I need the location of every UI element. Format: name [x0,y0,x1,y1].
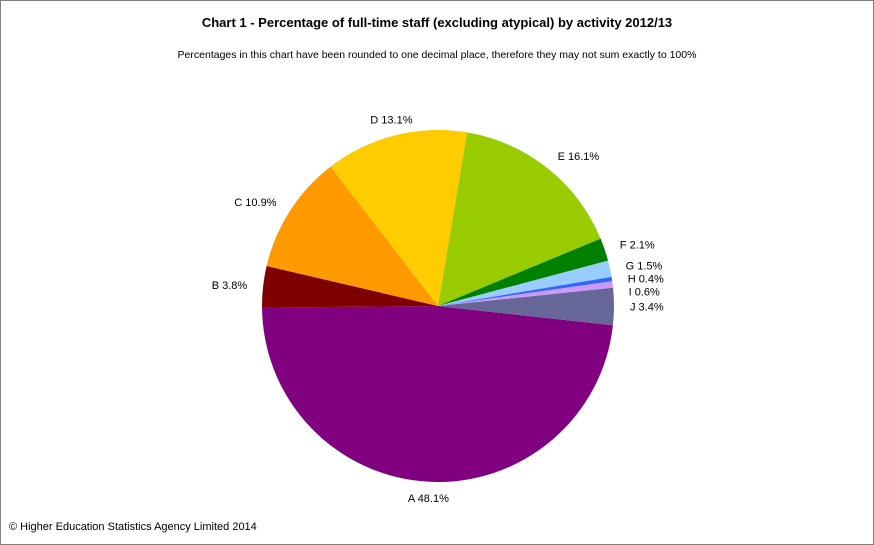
slice-label-h: H 0.4% [628,273,664,285]
chart-subtitle: Percentages in this chart have been roun… [177,49,697,61]
slice-label-c: C 10.9% [234,197,276,209]
pie-slice-e [438,132,601,306]
slice-label-j: J 3.4% [630,302,664,314]
slice-label-a: A 48.1% [408,493,449,505]
slice-label-i: I 0.6% [629,286,660,298]
pie-slice-i [438,281,614,306]
pie-slice-b [262,265,438,308]
slice-label-b: B 3.8% [212,280,248,292]
slice-label-g: G 1.5% [626,260,663,272]
slice-label-e: E 16.1% [558,151,600,163]
pie-slice-g [438,260,612,306]
pie-slice-a [262,306,613,483]
chart-title: Chart 1 - Percentage of full-time staff … [201,15,673,30]
pie-slice-h [438,276,613,306]
pie-slice-d [330,129,468,306]
pie-slices [262,129,615,483]
slice-label-d: D 13.1% [370,115,412,127]
pie-slice-f [438,238,609,306]
pie-slice-j [438,287,615,326]
pie-slice-c [266,166,438,306]
copyright-footer: © Higher Education Statistics Agency Lim… [9,521,257,533]
pie-labels: A 48.1% B 3.8% C 10.9% D 13.1% E 16.1% F 2.1%… [212,115,664,505]
slice-label-f: F 2.1% [620,239,655,251]
